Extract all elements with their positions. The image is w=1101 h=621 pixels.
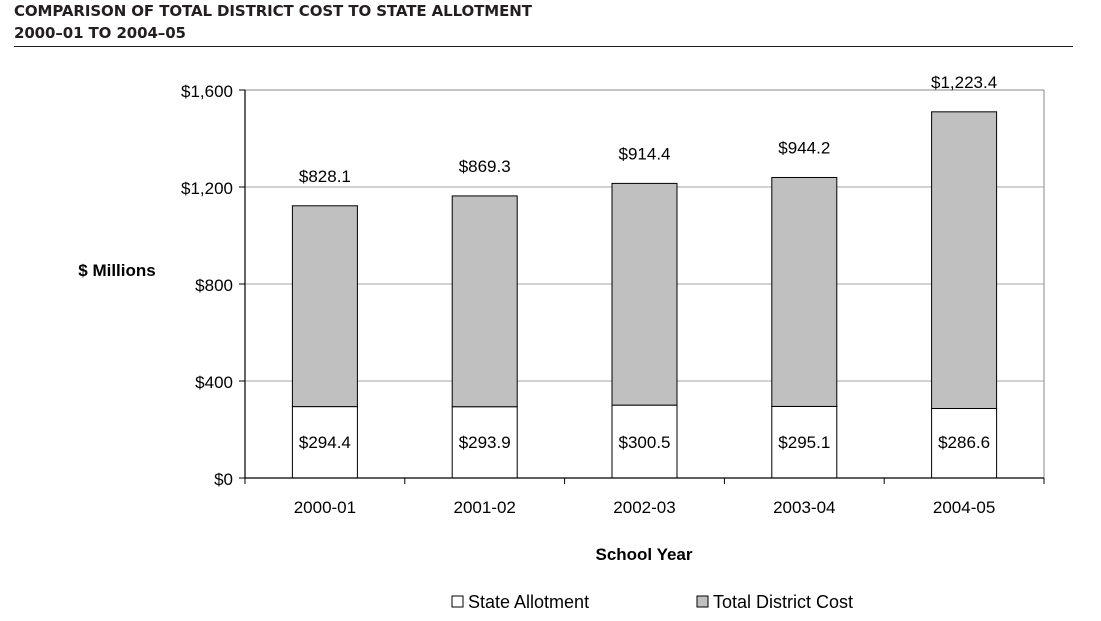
legend: State Allotment Total District Cost [451, 592, 853, 612]
data-label-state-allotment: $294.4 [299, 433, 351, 452]
legend-swatch [451, 595, 464, 608]
legend-swatch [696, 595, 709, 608]
x-axis-label: School Year [595, 545, 692, 564]
legend-label: Total District Cost [713, 592, 853, 612]
data-labels: $294.4 $828.1 $293.9 $869.3 $300.5 $914.4 $295… [299, 73, 997, 452]
bars [291, 111, 998, 479]
x-tick-label: 2001-02 [454, 498, 516, 517]
y-tick-label: $1,200 [181, 179, 233, 198]
y-axis-label: $ Millions [78, 261, 155, 280]
axes [239, 89, 1045, 484]
legend-label: State Allotment [468, 592, 589, 612]
bar-total-district-cost [611, 182, 678, 406]
x-tick-label: 2003-04 [773, 498, 835, 517]
x-tick-label: 2002-03 [613, 498, 675, 517]
data-label-total-district-cost: $1,223.4 [931, 73, 997, 92]
bar-state-allotment [451, 406, 518, 479]
x-tick-label: 2004-05 [933, 498, 995, 517]
bar-total-district-cost [771, 176, 838, 407]
data-label-total-district-cost: $828.1 [299, 167, 351, 186]
bar-state-allotment [291, 406, 358, 479]
bar-total-district-cost [291, 205, 358, 408]
y-tick-label: $1,600 [181, 82, 233, 101]
data-label-state-allotment: $286.6 [938, 433, 990, 452]
y-tick-label: $800 [195, 276, 233, 295]
tick-labels: $0 $400 $800 $1,200 $1,600 2000-01 2001-02 2002… [181, 82, 995, 517]
data-label-total-district-cost: $914.4 [619, 144, 671, 163]
y-tick-label: $0 [214, 470, 233, 489]
y-tick-label: $400 [195, 373, 233, 392]
data-label-state-allotment: $300.5 [619, 433, 671, 452]
chart-header-subtitle: 2000–01 TO 2004–05 [14, 24, 186, 42]
bar-total-district-cost [451, 195, 518, 408]
data-label-total-district-cost: $869.3 [459, 157, 511, 176]
header-rule [14, 46, 1073, 47]
data-label-state-allotment: $295.1 [778, 433, 830, 452]
x-tick-label: 2000-01 [294, 498, 356, 517]
chart-header-title: COMPARISON OF TOTAL DISTRICT COST TO STA… [14, 2, 532, 20]
data-label-state-allotment: $293.9 [459, 433, 511, 452]
bar-total-district-cost [931, 111, 998, 409]
data-label-total-district-cost: $944.2 [778, 138, 830, 157]
